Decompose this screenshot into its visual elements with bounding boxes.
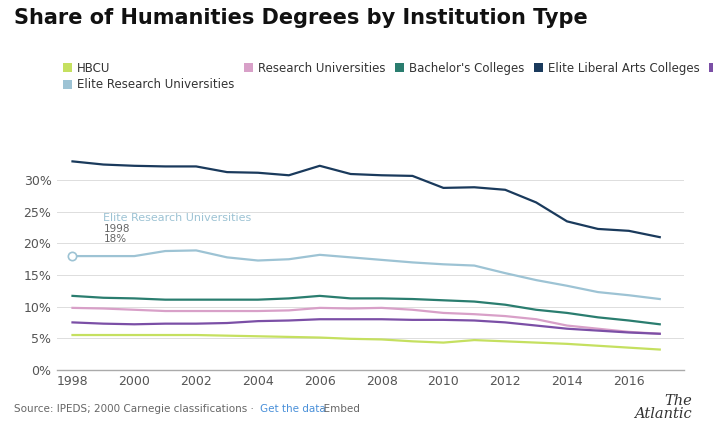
Text: Share of Humanities Degrees by Institution Type: Share of Humanities Degrees by Instituti… [14, 8, 588, 28]
Text: 1998: 1998 [103, 224, 130, 234]
Legend: HBCU, Elite Research Universities, Research Universities, Bachelor's Colleges, E: HBCU, Elite Research Universities, Resea… [63, 62, 713, 91]
Text: ·Embed: ·Embed [317, 404, 360, 414]
Text: Source: IPEDS; 2000 Carnegie classifications ·: Source: IPEDS; 2000 Carnegie classificat… [14, 404, 257, 414]
Text: The
Atlantic: The Atlantic [634, 394, 692, 421]
Text: Get the data: Get the data [260, 404, 326, 414]
Text: 18%: 18% [103, 234, 126, 244]
Text: Elite Research Universities: Elite Research Universities [103, 213, 252, 224]
